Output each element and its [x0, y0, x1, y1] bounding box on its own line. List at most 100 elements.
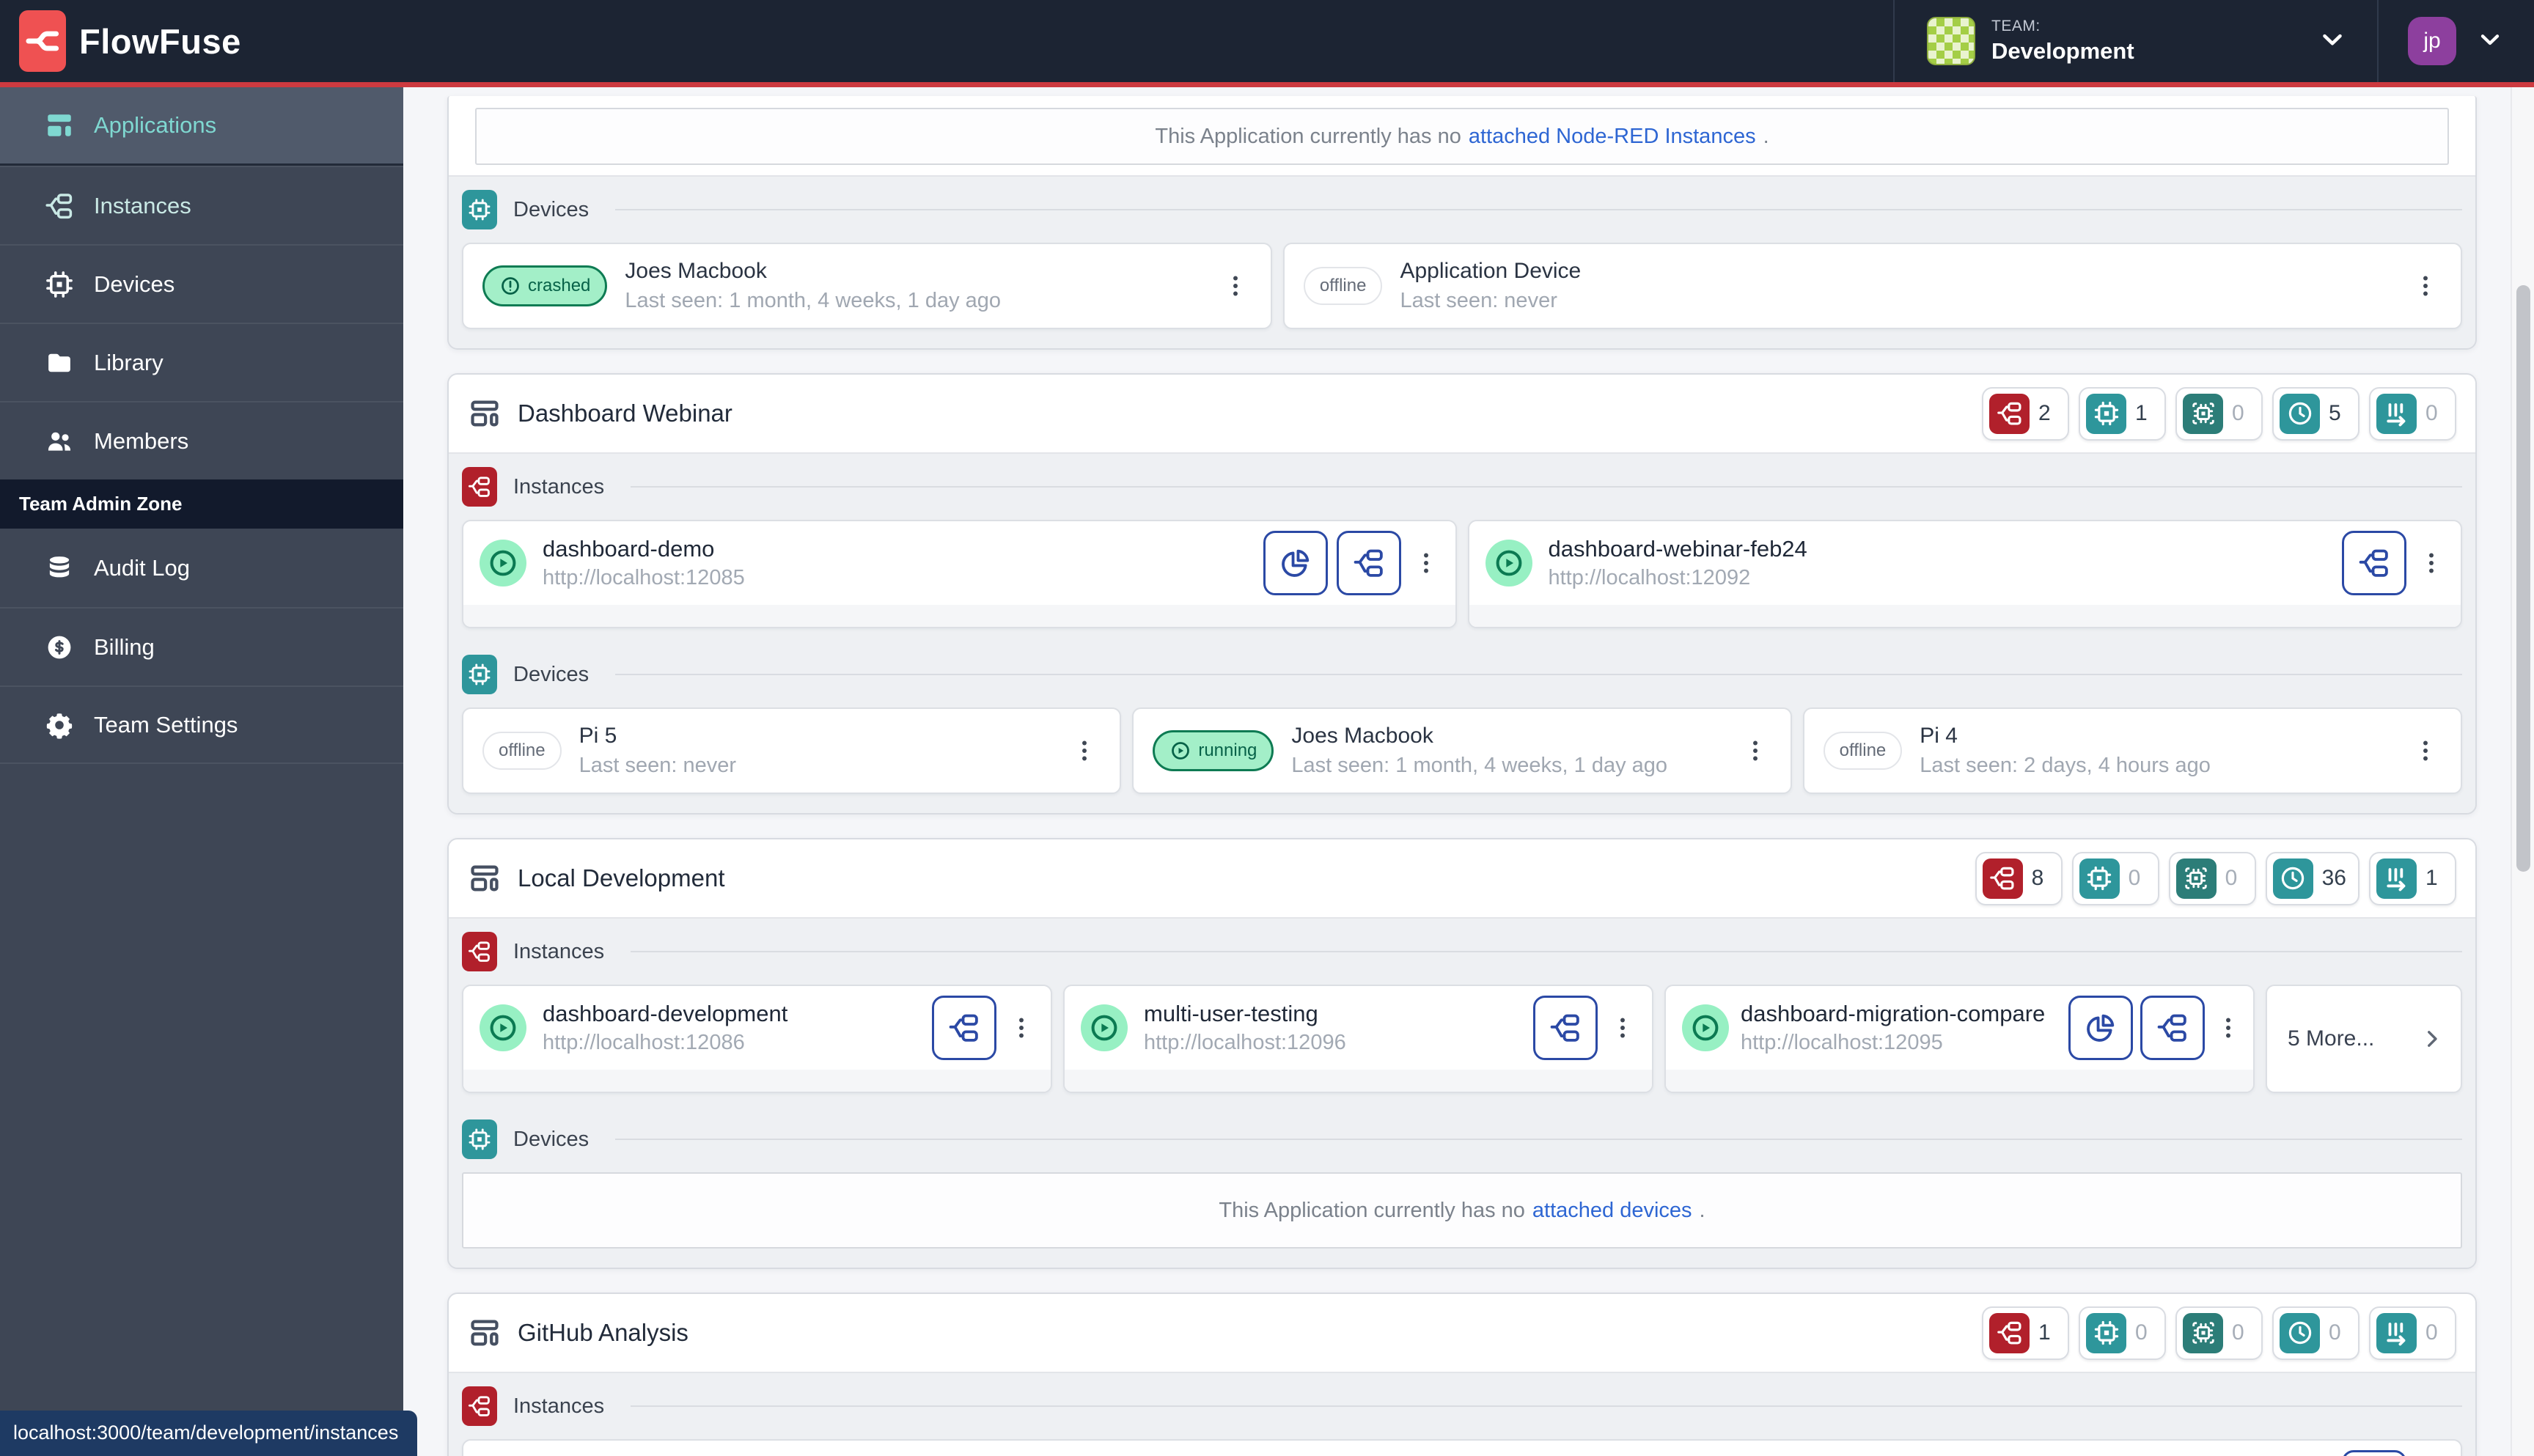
sidebar-item-team-settings[interactable]: Team Settings [0, 685, 403, 764]
instance-url[interactable]: http://localhost:12086 [543, 1031, 745, 1054]
instance-card[interactable]: dashboard-development http://localhost:1… [462, 985, 1052, 1093]
device-name: Pi 5 [579, 724, 617, 748]
instances-grid: gh-analysis http://localhost:12088 [462, 1439, 2462, 1456]
instance-card[interactable]: dashboard-migration-compare http://local… [1664, 985, 2255, 1093]
devices-count-badge[interactable]: 1 [2079, 386, 2166, 441]
flowfuse-logo-icon [19, 10, 66, 72]
attached-devices-link[interactable]: attached devices [1532, 1198, 1692, 1222]
kebab-menu-button[interactable] [2212, 1007, 2244, 1048]
node-red-icon [2156, 1011, 2189, 1045]
kebab-menu-button[interactable] [1219, 265, 1252, 306]
sidebar-item-label: Team Settings [94, 711, 238, 738]
instances-icon [44, 191, 75, 221]
instance-url[interactable]: http://localhost:12096 [1144, 1031, 1346, 1054]
play-circle-icon [1169, 740, 1191, 762]
clock-icon [2280, 1312, 2320, 1353]
team-switcher[interactable]: TEAM: Development [1893, 0, 2377, 82]
open-dashboard-button[interactable] [2068, 996, 2133, 1060]
sidebar-item-applications[interactable]: Applications [0, 87, 403, 166]
sidebar-item-label: Library [94, 349, 164, 375]
instances-count-badge[interactable]: 8 [1975, 851, 2063, 905]
application-header[interactable]: GitHub Analysis 1 0 0 0 [449, 1294, 2475, 1372]
instance-card[interactable]: multi-user-testing http://localhost:1209… [1063, 985, 1653, 1093]
scrollbar-thumb[interactable] [2516, 285, 2530, 872]
open-editor-button[interactable] [2140, 996, 2205, 1060]
attached-instances-link[interactable]: attached Node-RED Instances [1468, 124, 1756, 148]
open-editor-button[interactable] [1336, 531, 1401, 595]
scrollbar-track[interactable] [2511, 87, 2534, 1456]
chip-icon [462, 190, 497, 229]
devices-count-badge[interactable]: 0 [2079, 1306, 2166, 1360]
instance-card[interactable]: dashboard-webinar-feb24 http://localhost… [1467, 520, 2462, 628]
open-editor-button[interactable] [2342, 1450, 2406, 1456]
device-card[interactable]: crashed Joes Macbook Last seen: 1 month,… [462, 243, 1272, 329]
kebab-menu-button[interactable] [1005, 1007, 1038, 1048]
open-editor-button[interactable] [932, 996, 996, 1060]
instance-card[interactable]: gh-analysis http://localhost:12088 [462, 1439, 2462, 1456]
instance-card-footer [463, 1070, 1051, 1092]
open-editor-button[interactable] [2342, 531, 2406, 595]
instance-card[interactable]: dashboard-demo http://localhost:12085 [462, 520, 1457, 628]
device-name: Application Device [1400, 259, 1582, 283]
instances-count-badge[interactable]: 1 [1982, 1306, 2069, 1360]
team-label: TEAM: [1991, 18, 2041, 34]
instances-grid: dashboard-development http://localhost:1… [462, 985, 2462, 1093]
device-card[interactable]: running Joes Macbook Last seen: 1 month,… [1132, 707, 1792, 794]
kebab-menu-button[interactable] [1068, 730, 1101, 771]
instances-count-badge[interactable]: 2 [1982, 386, 2069, 441]
device-card[interactable]: offline Application Device Last seen: ne… [1282, 243, 2462, 329]
device-card[interactable]: offline Pi 5 Last seen: never [462, 707, 1122, 794]
chip-icon [2086, 1312, 2126, 1353]
sidebar-item-audit-log[interactable]: Audit Log [0, 529, 403, 607]
device-groups-count-badge[interactable]: 0 [2175, 1306, 2263, 1360]
instance-url[interactable]: http://localhost:12085 [543, 566, 745, 589]
sidebar-item-library[interactable]: Library [0, 323, 403, 401]
user-menu[interactable]: jp [2377, 0, 2534, 82]
instances-section-label: Instances [462, 932, 2462, 971]
pipelines-count-badge[interactable]: 0 [2369, 1306, 2456, 1360]
pipelines-count-badge[interactable]: 1 [2369, 851, 2456, 905]
sidebar-item-instances[interactable]: Instances [0, 166, 403, 244]
sidebar-item-members[interactable]: Members [0, 401, 403, 479]
status-url-tooltip: localhost:3000/team/development/instance… [0, 1411, 418, 1456]
kebab-menu-button[interactable] [2415, 543, 2447, 584]
pipelines-count-badge[interactable]: 0 [2369, 386, 2456, 441]
snapshots-count-badge[interactable]: 0 [2272, 1306, 2359, 1360]
open-dashboard-button[interactable] [1263, 531, 1328, 595]
kebab-menu-button[interactable] [1739, 730, 1771, 771]
node-red-icon [1982, 858, 2023, 899]
kebab-menu-button[interactable] [2409, 265, 2442, 306]
pipelines-icon [2376, 393, 2417, 434]
kebab-icon [2216, 1015, 2241, 1040]
kebab-menu-button[interactable] [1606, 1007, 1639, 1048]
sidebar-item-billing[interactable]: Billing [0, 607, 403, 685]
application-header[interactable]: Dashboard Webinar 2 1 0 5 [449, 375, 2475, 452]
application-header[interactable]: Local Development 8 0 0 36 [449, 839, 2475, 917]
node-red-icon [947, 1011, 981, 1045]
snapshots-count-badge[interactable]: 36 [2265, 851, 2359, 905]
instance-card-footer [1666, 1070, 2253, 1092]
kebab-menu-button[interactable] [1410, 543, 1442, 584]
devices-count-badge[interactable]: 0 [2071, 851, 2159, 905]
instance-url[interactable]: http://localhost:12095 [1741, 1031, 1943, 1054]
snapshots-count-badge[interactable]: 5 [2272, 386, 2359, 441]
pipelines-icon [2376, 858, 2417, 899]
instance-url[interactable]: http://localhost:12092 [1548, 566, 1751, 589]
device-card[interactable]: offline Pi 4 Last seen: 2 days, 4 hours … [1802, 707, 2462, 794]
applications-list: This Application currently has no attach… [403, 87, 2534, 1456]
section-rule [631, 951, 2462, 952]
device-last-seen: Last seen: 1 month, 4 weeks, 1 day ago [625, 289, 1002, 312]
open-editor-button[interactable] [1533, 996, 1598, 1060]
kebab-menu-button[interactable] [2409, 730, 2442, 771]
flowfuse-logo[interactable]: FlowFuse [0, 10, 241, 72]
team-admin-zone-header: Team Admin Zone [0, 479, 403, 529]
status-badge: crashed [482, 265, 608, 306]
more-instances-button[interactable]: 5 More... [2266, 985, 2462, 1093]
application-card-dashboard-webinar: Dashboard Webinar 2 1 0 5 [447, 373, 2477, 815]
device-groups-count-badge[interactable]: 0 [2175, 386, 2263, 441]
sidebar-item-devices[interactable]: Devices [0, 244, 403, 323]
gear-icon [44, 710, 75, 740]
device-last-seen: Last seen: 1 month, 4 weeks, 1 day ago [1291, 754, 1668, 777]
empty-message-text: This Application currently has no [1155, 124, 1461, 148]
device-groups-count-badge[interactable]: 0 [2168, 851, 2256, 905]
